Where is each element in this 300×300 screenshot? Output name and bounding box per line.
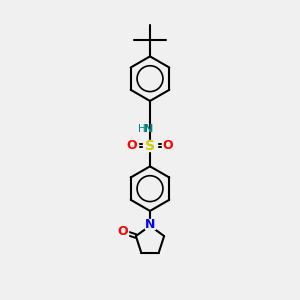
Text: N: N: [145, 218, 155, 231]
Text: S: S: [145, 139, 155, 152]
Text: O: O: [163, 139, 173, 152]
Bar: [143, 140, 157, 152]
Text: O: O: [118, 225, 128, 239]
Text: N: N: [144, 124, 153, 134]
Text: O: O: [127, 139, 137, 152]
Bar: [118, 227, 128, 237]
Bar: [127, 140, 137, 151]
Text: H: H: [138, 124, 146, 134]
Bar: [163, 140, 173, 151]
Bar: [145, 219, 155, 230]
